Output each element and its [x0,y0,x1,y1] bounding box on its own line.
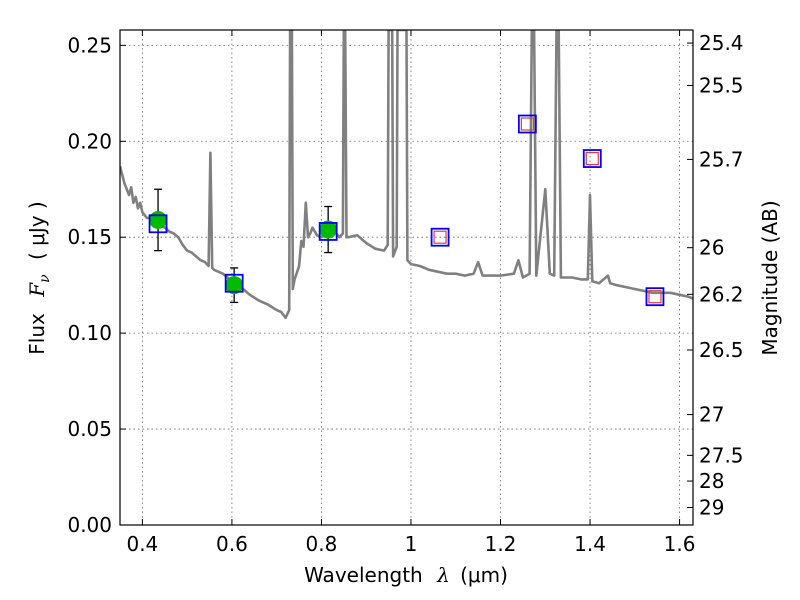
model-flux-inner-square [585,151,599,166]
spectrum-layer [120,30,693,320]
y-tick-label: 0.05 [67,417,112,441]
x-tick-label: 0.8 [306,532,338,556]
mag-tick-label: 25.7 [699,147,744,171]
plot-frame [119,29,694,526]
x-tick-label: 1.6 [664,532,696,556]
observed-point [149,210,168,229]
y-axis-label: Flux Fν ( μJy ) [25,201,54,354]
marker-layer [148,114,665,307]
mag-tick-label: 25.5 [699,73,744,97]
mag-tick-label: 27 [699,403,724,427]
y-tick-label: 0.20 [67,129,112,153]
model-flux-square [582,149,602,168]
mag-tick-label: 28 [699,469,724,493]
mag-tick-label: 27.5 [699,443,744,467]
model-flux-square [430,227,450,247]
x-tick-label: 0.6 [216,532,248,556]
y-tick-label: 0.25 [67,33,112,57]
mag-tick-label: 26 [699,236,724,260]
model-flux-inner-square [648,290,662,304]
x-axis-label: Wavelength λ (μm) [304,563,508,587]
model-flux-square [224,273,244,293]
model-flux-square [645,287,665,307]
x-tick-label: 1.2 [485,532,517,556]
mag-tick-label: 29 [699,496,724,520]
model-flux-square [318,222,338,241]
mag-tick-label: 25.4 [699,31,744,55]
y-tick-label: 0.10 [67,321,112,345]
tick-layer: 0.4 0.6 0.8 1 1.2 1.4 1.6 0.00 0.05 0.10 0.15 0.20 0… [67,30,744,556]
x-tick-label: 1 [405,532,418,556]
model-flux-square [517,114,537,134]
x-tick-label: 0.4 [126,532,158,556]
x-tick-label: 1.4 [574,532,606,556]
y-tick-label: 0.00 [67,513,112,537]
mag-tick-label: 26.2 [699,282,744,306]
model-flux-inner-square [433,230,447,244]
model-flux-square [148,214,168,234]
y2-axis-label: Magnitude (AB) [758,200,782,355]
model-flux-inner-square [520,117,534,131]
y-tick-label: 0.15 [67,225,112,249]
mag-tick-label: 26.5 [699,338,744,362]
spectrum-line [120,30,693,320]
